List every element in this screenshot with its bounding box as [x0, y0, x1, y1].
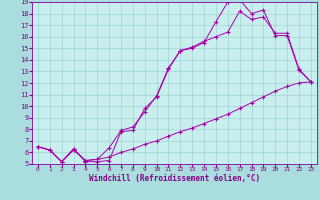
X-axis label: Windchill (Refroidissement éolien,°C): Windchill (Refroidissement éolien,°C)	[89, 174, 260, 183]
